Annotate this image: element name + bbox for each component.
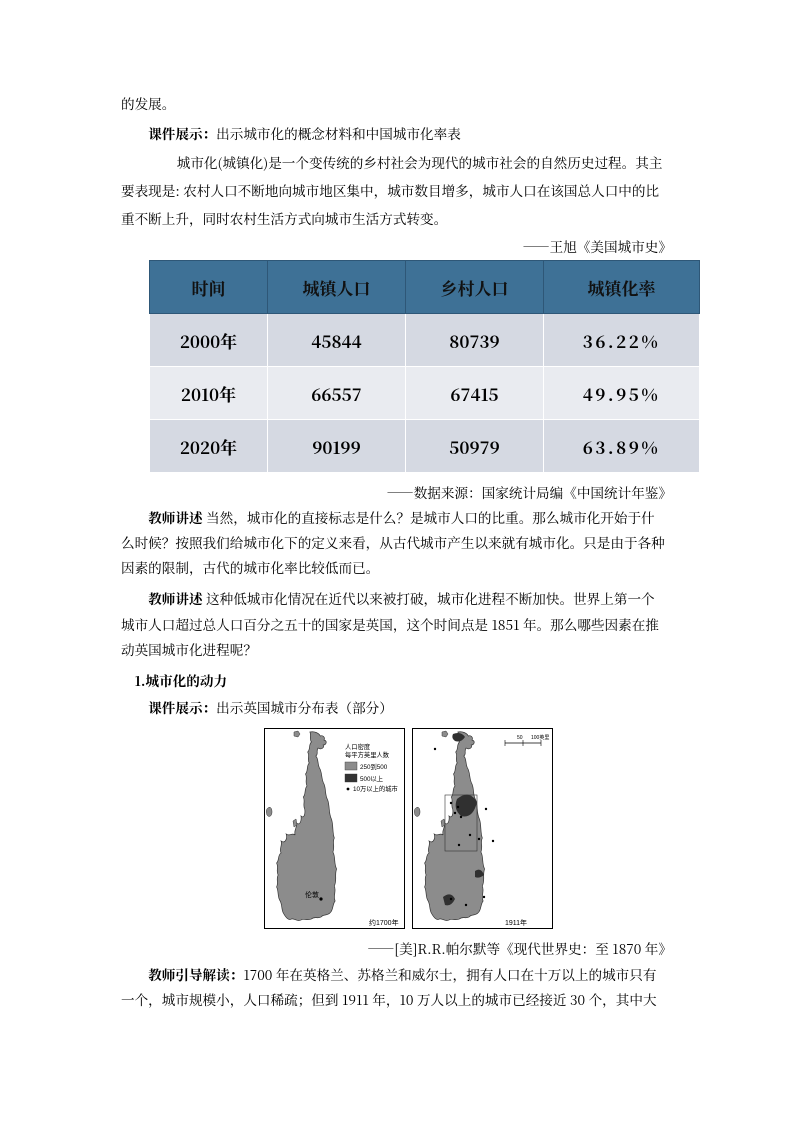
- svg-text:约1700年: 约1700年: [369, 918, 399, 927]
- svg-text:50: 50: [517, 735, 523, 741]
- svg-text:500以上: 500以上: [360, 774, 383, 783]
- svg-text:1911年: 1911年: [505, 918, 527, 927]
- svg-text:伦敦: 伦敦: [305, 890, 319, 899]
- svg-text:250到500: 250到500: [360, 763, 388, 771]
- svg-text:每平方英里人数: 每平方英里人数: [345, 750, 390, 759]
- svg-text:人口密度: 人口密度: [345, 742, 371, 751]
- svg-text:10万以上的城市: 10万以上的城市: [353, 784, 398, 793]
- svg-text:100英里: 100英里: [531, 734, 549, 741]
